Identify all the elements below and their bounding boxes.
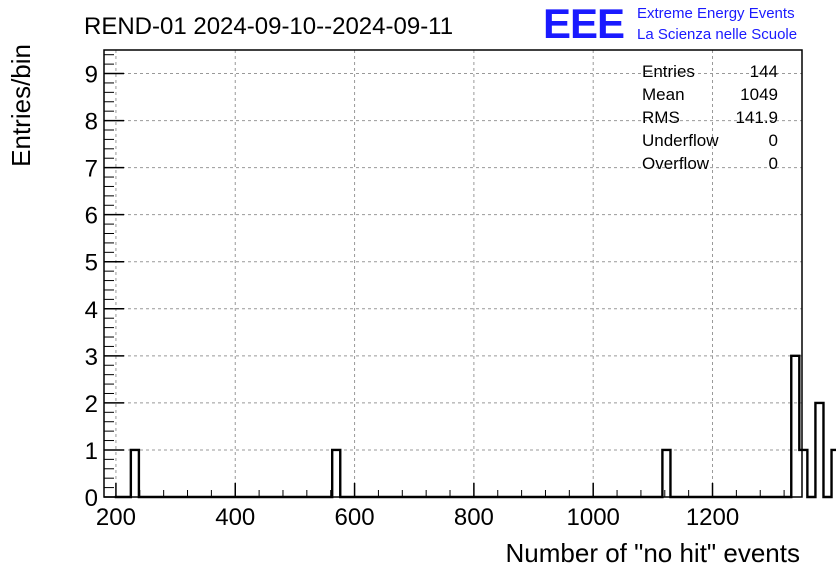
eee-logo: EEE Extreme Energy Events La Scienza nel… xyxy=(543,0,797,47)
x-tick-label: 1000 xyxy=(567,504,620,531)
y-tick-label: 8 xyxy=(85,109,98,136)
x-axis-ticks: 200 400 600 800 1000 1200 xyxy=(96,483,785,531)
histogram-bin xyxy=(799,450,807,497)
histogram-bin xyxy=(662,450,670,497)
histogram-bin xyxy=(332,450,340,497)
histogram-bin xyxy=(815,403,823,497)
y-tick-label: 5 xyxy=(85,250,98,277)
x-tick-label: 800 xyxy=(454,504,494,531)
y-tick-label: 4 xyxy=(85,297,98,324)
stats-entries-value: 144 xyxy=(750,62,778,81)
stats-underflow-value: 0 xyxy=(769,131,778,150)
stats-box: Entries 144 Mean 1049 RMS 141.9 Underflo… xyxy=(642,62,778,173)
stats-rms-value: 141.9 xyxy=(735,108,778,127)
stats-mean-label: Mean xyxy=(642,85,685,104)
eee-logo-mark: EEE xyxy=(543,0,624,47)
stats-rms-label: RMS xyxy=(642,108,680,127)
histogram-bars xyxy=(114,354,836,499)
stats-mean-value: 1049 xyxy=(740,85,778,104)
histogram-bin xyxy=(131,450,139,497)
y-tick-label: 1 xyxy=(85,438,98,465)
x-tick-label: 200 xyxy=(96,504,136,531)
y-axis-label: Entries/bin xyxy=(6,44,36,167)
eee-logo-line1: Extreme Energy Events xyxy=(637,5,795,22)
stats-entries-label: Entries xyxy=(642,62,695,81)
y-tick-label: 6 xyxy=(85,203,98,230)
grid-lines xyxy=(104,50,802,498)
y-tick-label: 2 xyxy=(85,391,98,418)
eee-logo-line2: La Scienza nelle Scuole xyxy=(637,26,797,43)
x-axis-label: Number of "no hit" events xyxy=(506,538,801,568)
plot-frame xyxy=(103,49,803,498)
y-tick-label: 7 xyxy=(85,156,98,183)
histogram-bin xyxy=(791,356,799,497)
y-axis-ticks: 0 1 2 3 4 5 6 7 8 9 xyxy=(85,54,124,512)
y-tick-label: 9 xyxy=(85,62,98,89)
stats-overflow-label: Overflow xyxy=(642,154,710,173)
chart-title: REND-01 2024-09-10--2024-09-11 xyxy=(84,13,453,40)
x-tick-label: 1200 xyxy=(686,504,739,531)
stats-overflow-value: 0 xyxy=(769,154,778,173)
y-tick-label: 3 xyxy=(85,344,98,371)
stats-underflow-label: Underflow xyxy=(642,131,719,150)
y-tick-label: 0 xyxy=(85,485,98,512)
x-tick-label: 400 xyxy=(215,504,255,531)
histogram-outline xyxy=(114,354,836,499)
x-tick-label: 600 xyxy=(335,504,375,531)
